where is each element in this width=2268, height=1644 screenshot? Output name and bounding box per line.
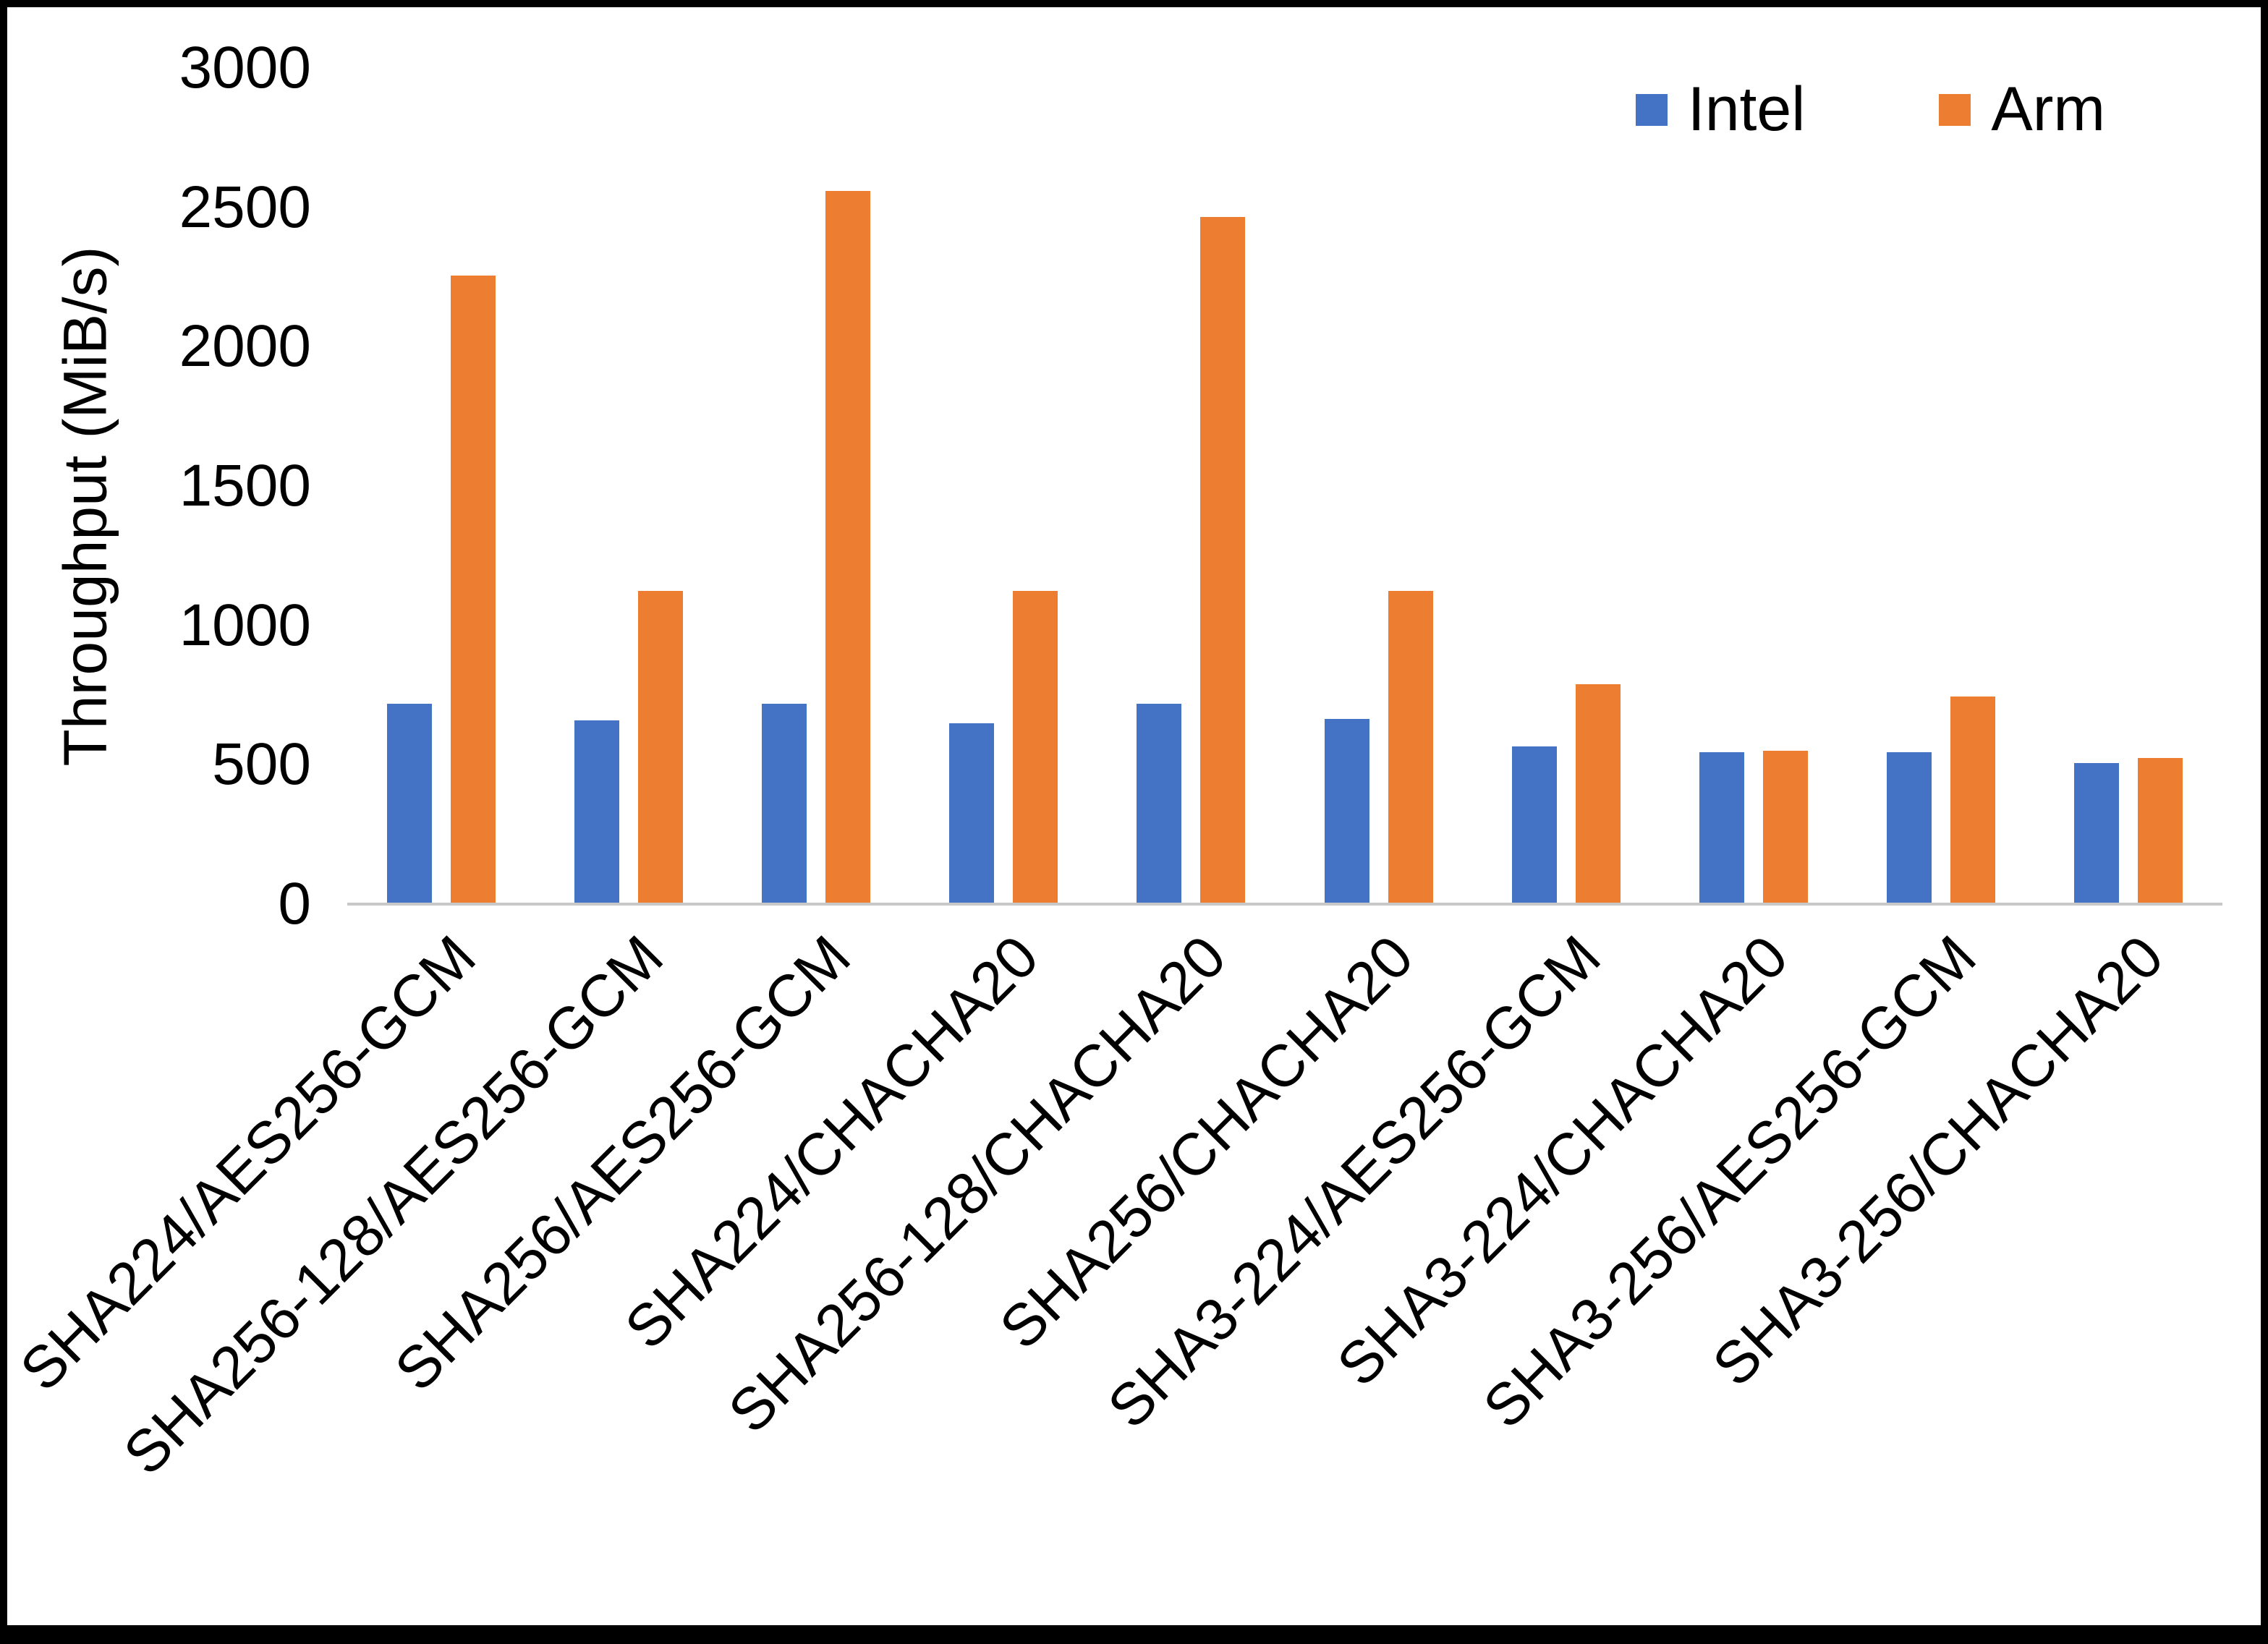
y-tick-0: 0: [278, 871, 311, 937]
legend-marker-arm: [1939, 93, 1971, 126]
legend-item-arm: Arm: [1939, 74, 2105, 145]
bar-intel-sha224/chacha20: [949, 723, 995, 904]
bar-arm-sha224/aes256-gcm: [450, 276, 496, 904]
bar-arm-sha3-224/chacha20: [1763, 751, 1809, 904]
bar-arm-sha224/chacha20: [1013, 590, 1058, 904]
bar-intel-sha224/aes256-gcm: [386, 703, 432, 904]
bar-intel-sha3-224/aes256-gcm: [1511, 746, 1557, 904]
y-tick-500: 500: [212, 731, 311, 798]
y-tick-1000: 1000: [179, 592, 311, 658]
legend-item-intel: Intel: [1635, 74, 1806, 145]
legend-label-arm: Arm: [1991, 74, 2105, 144]
bar-group-4: [1097, 68, 1285, 904]
x-axis-labels: SHA224/AES256-GCM SHA256-128/AES256-GCM SH…: [8, 923, 2222, 1617]
x-axis-line: [347, 903, 2222, 906]
bar-intel-sha256/chacha20: [1324, 718, 1369, 904]
legend-label-intel: Intel: [1687, 74, 1806, 144]
bar-group-9: [2035, 68, 2222, 904]
legend-marker-intel: [1635, 93, 1668, 126]
bar-group-5: [1285, 68, 1472, 904]
bar-group-6: [1472, 68, 1660, 904]
bar-arm-sha256/chacha20: [1388, 590, 1433, 904]
bar-arm-sha3-256/aes256-gcm: [1950, 696, 1996, 904]
bar-intel-sha256-128/aes256-gcm: [574, 720, 619, 904]
y-tick-3000: 3000: [179, 35, 311, 101]
bar-arm-sha3-256/chacha20: [2138, 757, 2183, 904]
bar-intel-sha256-128/chacha20: [1137, 703, 1182, 904]
bar-intel-sha3-256/aes256-gcm: [1887, 752, 1932, 904]
y-tick-2000: 2000: [179, 313, 311, 380]
bar-intel-sha3-256/chacha20: [2074, 763, 2120, 904]
bar-group-8: [1848, 68, 2035, 904]
bar-arm-sha256-128/chacha20: [1200, 217, 1246, 904]
y-tick-1500: 1500: [179, 453, 311, 519]
y-tick-2500: 2500: [179, 174, 311, 240]
bar-group-2: [722, 68, 909, 904]
plot-area: [347, 68, 2222, 906]
bar-group-0: [347, 68, 535, 904]
bar-arm-sha256/aes256-gcm: [825, 190, 870, 904]
bar-group-1: [535, 68, 722, 904]
bar-arm-sha3-224/aes256-gcm: [1575, 683, 1621, 904]
bar-intel-sha256/aes256-gcm: [762, 703, 807, 904]
legend: Intel Arm: [1635, 74, 2105, 145]
bar-group-3: [910, 68, 1097, 904]
bar-arm-sha256-128/aes256-gcm: [637, 590, 683, 904]
bar-intel-sha3-224/chacha20: [1699, 752, 1745, 904]
bar-group-7: [1660, 68, 1847, 904]
